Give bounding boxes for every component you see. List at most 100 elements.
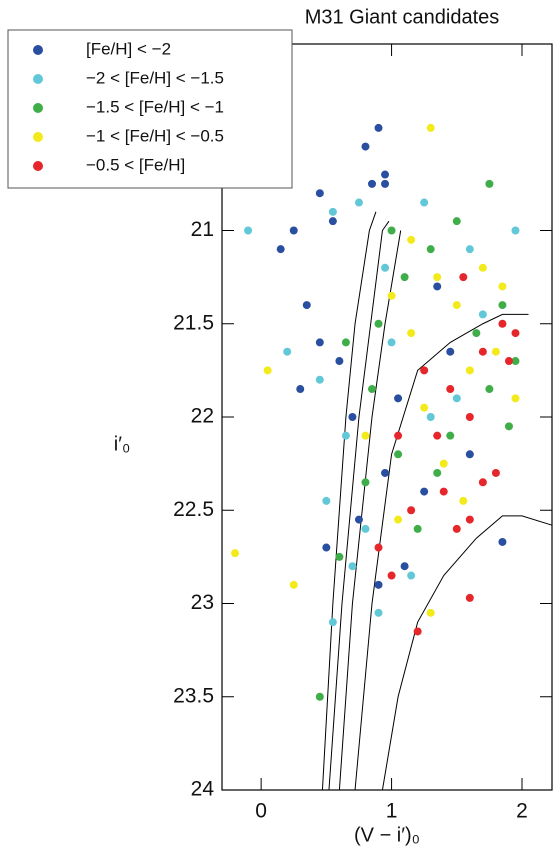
point — [328, 207, 337, 216]
point — [452, 524, 461, 533]
point — [498, 282, 507, 291]
point — [420, 487, 429, 496]
point — [407, 571, 416, 580]
chart-title: M31 Giant candidates — [305, 6, 500, 28]
point — [478, 310, 487, 319]
point — [433, 273, 442, 282]
point — [322, 543, 331, 552]
point — [315, 692, 324, 701]
legend-marker — [33, 132, 43, 142]
point — [407, 235, 416, 244]
point — [465, 413, 474, 421]
legend-marker — [33, 74, 43, 84]
point — [335, 357, 344, 366]
point — [511, 226, 520, 235]
point — [485, 179, 494, 188]
isochrone — [321, 211, 377, 791]
point — [465, 515, 474, 524]
point — [498, 537, 507, 546]
point — [394, 394, 403, 403]
point — [361, 431, 370, 440]
point — [374, 319, 383, 328]
point — [407, 506, 416, 515]
x-axis-label: (V − i′)₀ — [354, 824, 420, 846]
y-tick-label: 22 — [191, 405, 214, 428]
point — [426, 245, 435, 254]
point — [387, 338, 396, 347]
x-tick-label: 2 — [516, 800, 528, 823]
legend-label: −1.5 < [Fe/H] < −1 — [86, 97, 224, 116]
point — [478, 478, 487, 487]
point — [381, 170, 390, 179]
legend-label: [Fe/H] < −2 — [86, 39, 171, 58]
point — [354, 198, 363, 207]
y-tick-label: 23.5 — [173, 684, 214, 707]
isochrone — [381, 515, 553, 791]
y-tick-label: 22.5 — [173, 498, 214, 521]
point — [452, 217, 461, 226]
point — [374, 608, 383, 617]
point — [478, 347, 487, 356]
point — [341, 338, 350, 347]
point — [335, 552, 344, 561]
point — [465, 366, 474, 375]
point — [465, 593, 474, 602]
point — [381, 468, 390, 477]
point — [381, 179, 390, 188]
legend-marker — [33, 161, 43, 171]
point — [354, 515, 363, 524]
point — [374, 123, 383, 132]
point — [394, 431, 403, 440]
y-tick-label: 21 — [191, 218, 214, 241]
point — [504, 422, 513, 431]
point — [478, 263, 487, 272]
point — [315, 189, 324, 198]
point — [322, 496, 331, 505]
legend-marker — [33, 45, 43, 55]
x-tick-label: 0 — [255, 800, 267, 823]
point — [368, 179, 376, 188]
point — [426, 123, 435, 132]
y-tick-label: 23 — [191, 591, 214, 614]
point — [296, 385, 305, 394]
point — [452, 301, 461, 310]
point — [426, 608, 435, 617]
point — [459, 496, 468, 505]
point — [491, 347, 500, 356]
point — [452, 394, 461, 403]
point — [511, 394, 520, 403]
point — [413, 524, 422, 533]
point — [511, 329, 520, 338]
point — [302, 301, 311, 310]
point — [504, 357, 513, 366]
point — [387, 571, 396, 580]
point — [328, 618, 337, 627]
point — [315, 338, 324, 347]
point — [368, 385, 376, 394]
point — [244, 226, 253, 235]
point — [231, 549, 240, 558]
point — [420, 403, 429, 412]
y-tick-label: 24 — [191, 778, 215, 801]
point — [465, 450, 474, 459]
point — [459, 273, 468, 282]
point — [439, 487, 448, 496]
point — [433, 282, 442, 291]
point — [446, 431, 455, 440]
point — [387, 226, 396, 235]
point — [374, 580, 383, 589]
point — [498, 301, 507, 310]
point — [328, 217, 337, 226]
point — [289, 580, 298, 589]
point — [433, 468, 442, 477]
point — [400, 562, 409, 571]
point — [348, 413, 357, 421]
point — [426, 413, 435, 421]
legend-box — [7, 29, 293, 189]
point — [361, 478, 370, 487]
point — [413, 627, 422, 636]
point — [439, 459, 448, 468]
x-tick-label: 1 — [386, 800, 398, 823]
point — [400, 273, 409, 282]
